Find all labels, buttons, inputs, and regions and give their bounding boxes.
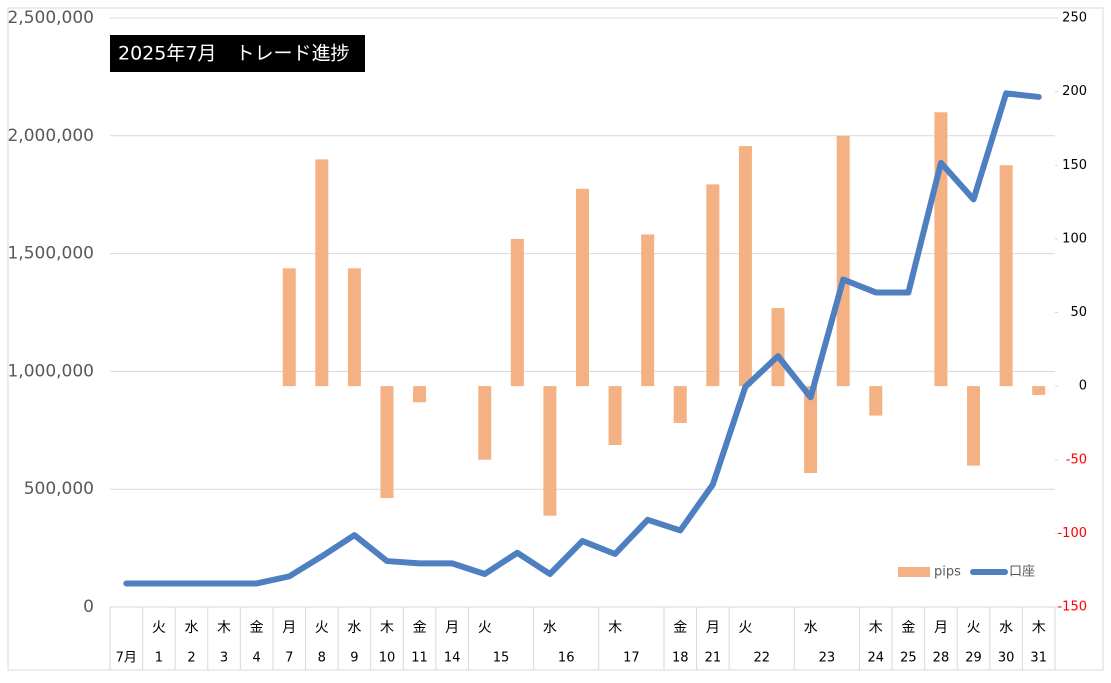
- bar: [1032, 386, 1046, 395]
- x-tick-label: 16: [558, 651, 575, 666]
- bar: [510, 238, 524, 387]
- bar: [836, 135, 850, 387]
- bar: [576, 188, 589, 387]
- y-tick-label: 1,000,000: [7, 361, 94, 381]
- x-tick-label: 2: [187, 651, 195, 666]
- bar: [934, 112, 948, 387]
- bar: [869, 386, 883, 416]
- x-tick-label: 8: [318, 651, 326, 666]
- bar: [673, 386, 687, 423]
- y2-tick-label: 100: [1062, 231, 1087, 246]
- x-tick-label: 30: [998, 651, 1015, 666]
- bar: [967, 386, 981, 466]
- x-tick-label: 21: [705, 651, 722, 666]
- weekday-label: 水: [999, 620, 1013, 636]
- y2-tick-label: -50: [1066, 452, 1087, 467]
- x-tick-label: 3: [220, 651, 228, 666]
- weekday-label: 火: [478, 620, 492, 636]
- x-tick-label: 29: [965, 651, 982, 666]
- bar: [413, 386, 427, 403]
- weekday-label: 金: [673, 620, 687, 636]
- x-tick-label: 22: [753, 651, 770, 666]
- weekday-label: 木: [217, 620, 231, 636]
- bar: [738, 146, 752, 387]
- y2-tick-label: 150: [1062, 158, 1087, 173]
- bar: [315, 159, 329, 387]
- weekday-label: 月: [445, 620, 459, 636]
- legend-label: pips: [934, 565, 961, 580]
- line: [123, 90, 1042, 587]
- weekday-label: 水: [804, 620, 818, 636]
- y2-tick-label: 250: [1062, 11, 1087, 26]
- bar: [282, 268, 296, 387]
- x-tick-label: 4: [252, 651, 260, 666]
- y2-tick-label: 200: [1062, 84, 1087, 99]
- x-tick-label: 24: [868, 651, 885, 666]
- x-tick-label: 7: [285, 651, 293, 666]
- y-tick-label: 500,000: [24, 479, 94, 499]
- y-tick-label: 0: [83, 597, 94, 617]
- title-box: [110, 35, 365, 72]
- weekday-label: 木: [608, 620, 622, 636]
- bar: [380, 386, 394, 499]
- bar: [771, 308, 785, 387]
- bar: [478, 386, 492, 460]
- x-tick-label: 1: [155, 651, 163, 666]
- chart-title: 2025年7月 トレード進捗: [118, 43, 349, 65]
- weekday-label: 月: [706, 620, 720, 636]
- bar: [804, 386, 818, 474]
- bar: [347, 268, 361, 387]
- bar: [543, 386, 557, 516]
- weekday-label: 金: [901, 620, 915, 636]
- bar: [706, 184, 720, 387]
- weekday-label: 火: [738, 620, 752, 636]
- weekday-label: 金: [413, 620, 427, 636]
- x-tick-label: 15: [493, 651, 510, 666]
- y2-tick-label: -100: [1057, 526, 1087, 541]
- chart-border: [7, 7, 1104, 671]
- x-tick-label: 18: [672, 651, 689, 666]
- weekday-label: 火: [315, 620, 329, 636]
- weekday-label: 火: [152, 620, 166, 636]
- grid: [109, 17, 1058, 670]
- x-tick-label: 23: [819, 651, 836, 666]
- y-tick-label: 2,500,000: [7, 8, 94, 28]
- weekday-label: 月: [934, 620, 948, 636]
- weekday-label: 火: [967, 620, 981, 636]
- x-tick-label: 9: [350, 651, 358, 666]
- x-tick-label: 7月: [116, 651, 137, 666]
- x-tick-label: 28: [933, 651, 950, 666]
- weekday-label: 木: [1032, 620, 1046, 636]
- weekday-label: 水: [184, 620, 198, 636]
- x-tick-label: 31: [1030, 651, 1047, 666]
- weekday-label: 金: [250, 620, 264, 636]
- bar: [999, 165, 1013, 387]
- y2-tick-label: 50: [1070, 305, 1087, 320]
- bar: [641, 234, 655, 387]
- y-tick-label: 2,000,000: [7, 126, 94, 146]
- x-tick-label: 11: [411, 651, 428, 666]
- y-tick-label: 1,500,000: [7, 244, 94, 264]
- x-tick-label: 17: [623, 651, 640, 666]
- x-tick-label: 14: [444, 651, 461, 666]
- legend-label: 口座: [1009, 565, 1035, 580]
- y2-tick-label: 0: [1079, 379, 1087, 394]
- marks: [123, 90, 1046, 587]
- weekday-label: 木: [380, 620, 394, 636]
- x-tick-label: 10: [379, 651, 396, 666]
- weekday-label: 水: [543, 620, 557, 636]
- x-tick-label: 25: [900, 651, 917, 666]
- weekday-label: 水: [347, 620, 361, 636]
- bar: [608, 386, 622, 446]
- y2-tick-label: -150: [1057, 600, 1087, 615]
- weekday-label: 月: [282, 620, 296, 636]
- legend-swatch: [898, 567, 930, 577]
- weekday-label: 木: [869, 620, 883, 636]
